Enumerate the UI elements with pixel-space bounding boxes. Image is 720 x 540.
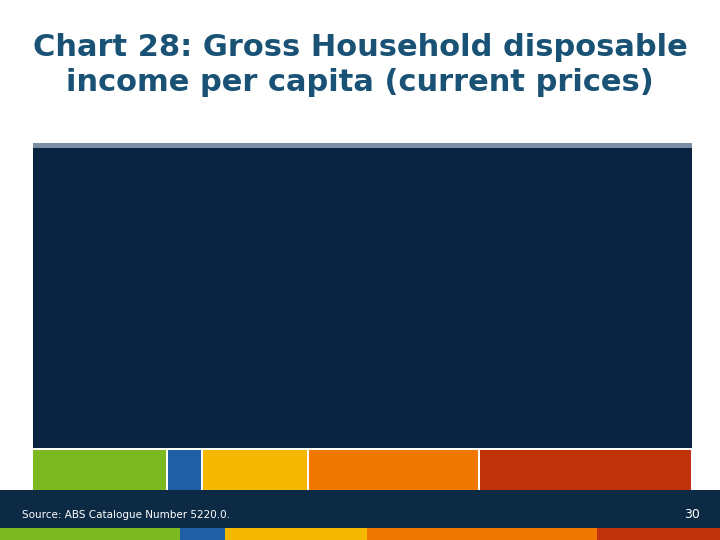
- Bar: [309, 450, 478, 490]
- Bar: [367, 528, 597, 540]
- Bar: [168, 450, 201, 490]
- Bar: [597, 528, 720, 540]
- Text: 30: 30: [684, 509, 700, 522]
- Text: Source: ABS Catalogue Number 5220.0.: Source: ABS Catalogue Number 5220.0.: [22, 510, 230, 520]
- Bar: [480, 450, 691, 490]
- Text: Chart 28: Gross Household disposable
income per capita (current prices): Chart 28: Gross Household disposable inc…: [32, 32, 688, 97]
- Bar: [33, 148, 692, 448]
- Bar: [225, 528, 367, 540]
- Bar: [33, 143, 692, 149]
- Bar: [0, 528, 180, 540]
- Bar: [0, 490, 720, 540]
- Bar: [180, 528, 225, 540]
- Bar: [203, 450, 307, 490]
- Bar: [33, 450, 166, 490]
